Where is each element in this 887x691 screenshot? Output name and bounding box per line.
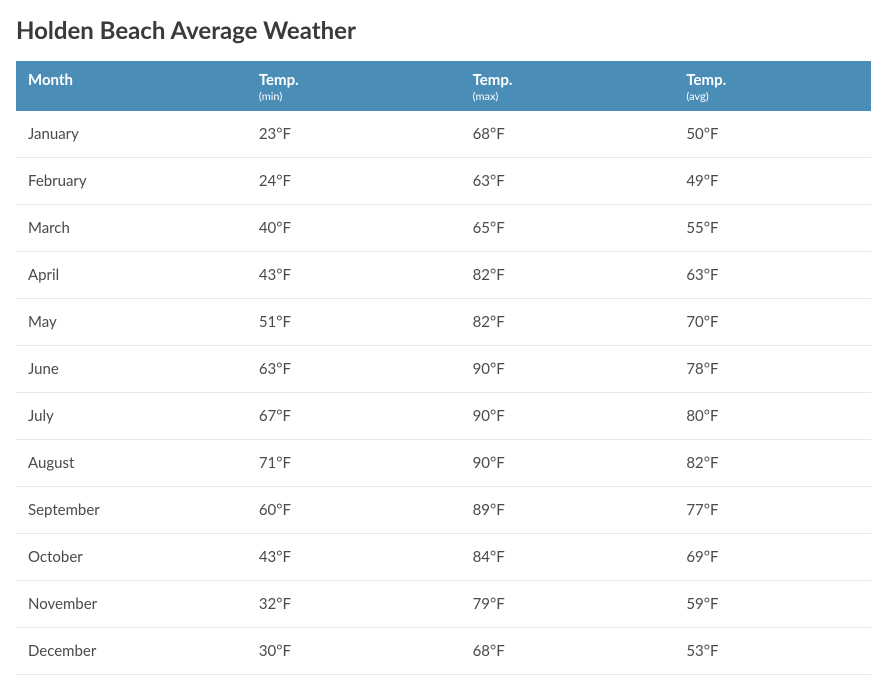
- col-header-sub: (avg): [686, 90, 859, 103]
- cell-temp-max: 68°F: [461, 628, 675, 675]
- weather-table: Month Temp. (min) Temp. (max) Temp. (avg…: [16, 61, 871, 675]
- col-header-sub: (max): [473, 90, 663, 103]
- table-row: March40°F65°F55°F: [16, 205, 871, 252]
- cell-month: January: [16, 111, 247, 158]
- cell-temp-min: 51°F: [247, 299, 461, 346]
- cell-temp-avg: 49°F: [674, 158, 871, 205]
- cell-month: August: [16, 440, 247, 487]
- table-row: August71°F90°F82°F: [16, 440, 871, 487]
- cell-temp-avg: 78°F: [674, 346, 871, 393]
- cell-temp-max: 90°F: [461, 393, 675, 440]
- cell-temp-max: 82°F: [461, 252, 675, 299]
- cell-temp-min: 32°F: [247, 581, 461, 628]
- col-header-month: Month: [16, 61, 247, 111]
- cell-temp-min: 24°F: [247, 158, 461, 205]
- cell-month: April: [16, 252, 247, 299]
- cell-month: June: [16, 346, 247, 393]
- cell-temp-max: 63°F: [461, 158, 675, 205]
- cell-temp-max: 79°F: [461, 581, 675, 628]
- cell-temp-min: 23°F: [247, 111, 461, 158]
- table-row: December30°F68°F53°F: [16, 628, 871, 675]
- table-row: September60°F89°F77°F: [16, 487, 871, 534]
- cell-temp-avg: 80°F: [674, 393, 871, 440]
- cell-temp-avg: 63°F: [674, 252, 871, 299]
- cell-temp-min: 43°F: [247, 252, 461, 299]
- col-header-sub: (min): [259, 90, 449, 103]
- cell-temp-avg: 55°F: [674, 205, 871, 252]
- cell-temp-min: 71°F: [247, 440, 461, 487]
- cell-month: October: [16, 534, 247, 581]
- col-header-label: Temp.: [686, 71, 859, 89]
- table-row: June63°F90°F78°F: [16, 346, 871, 393]
- col-header-label: Month: [28, 71, 235, 89]
- col-header-max: Temp. (max): [461, 61, 675, 111]
- cell-temp-max: 68°F: [461, 111, 675, 158]
- cell-temp-avg: 77°F: [674, 487, 871, 534]
- col-header-label: Temp.: [259, 71, 449, 89]
- col-header-min: Temp. (min): [247, 61, 461, 111]
- cell-temp-max: 65°F: [461, 205, 675, 252]
- cell-temp-min: 67°F: [247, 393, 461, 440]
- cell-temp-min: 60°F: [247, 487, 461, 534]
- cell-temp-max: 82°F: [461, 299, 675, 346]
- cell-temp-max: 90°F: [461, 440, 675, 487]
- cell-temp-min: 30°F: [247, 628, 461, 675]
- cell-temp-avg: 70°F: [674, 299, 871, 346]
- cell-temp-min: 63°F: [247, 346, 461, 393]
- cell-month: November: [16, 581, 247, 628]
- table-row: January23°F68°F50°F: [16, 111, 871, 158]
- cell-temp-avg: 69°F: [674, 534, 871, 581]
- cell-temp-min: 40°F: [247, 205, 461, 252]
- table-row: April43°F82°F63°F: [16, 252, 871, 299]
- cell-temp-max: 90°F: [461, 346, 675, 393]
- cell-temp-avg: 53°F: [674, 628, 871, 675]
- cell-temp-avg: 82°F: [674, 440, 871, 487]
- cell-month: July: [16, 393, 247, 440]
- table-row: July67°F90°F80°F: [16, 393, 871, 440]
- table-header-row: Month Temp. (min) Temp. (max) Temp. (avg…: [16, 61, 871, 111]
- cell-temp-avg: 50°F: [674, 111, 871, 158]
- col-header-label: Temp.: [473, 71, 663, 89]
- cell-temp-max: 89°F: [461, 487, 675, 534]
- table-row: February24°F63°F49°F: [16, 158, 871, 205]
- cell-month: May: [16, 299, 247, 346]
- cell-temp-min: 43°F: [247, 534, 461, 581]
- cell-temp-max: 84°F: [461, 534, 675, 581]
- page-title: Holden Beach Average Weather: [16, 16, 871, 45]
- cell-month: December: [16, 628, 247, 675]
- table-row: November32°F79°F59°F: [16, 581, 871, 628]
- cell-month: February: [16, 158, 247, 205]
- col-header-avg: Temp. (avg): [674, 61, 871, 111]
- table-row: May51°F82°F70°F: [16, 299, 871, 346]
- cell-month: March: [16, 205, 247, 252]
- cell-temp-avg: 59°F: [674, 581, 871, 628]
- cell-month: September: [16, 487, 247, 534]
- table-row: October43°F84°F69°F: [16, 534, 871, 581]
